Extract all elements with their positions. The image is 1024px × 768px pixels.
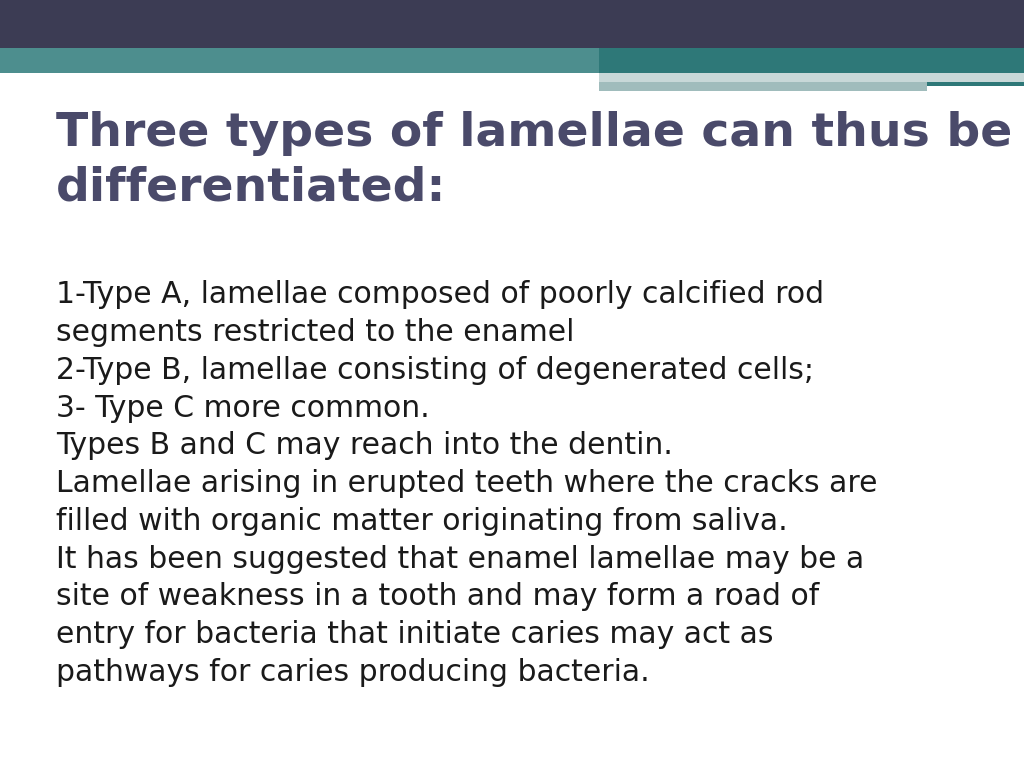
Bar [0, 48, 599, 73]
Bar [599, 82, 927, 91]
Text: Three types of lamellae can thus be
differentiated:: Three types of lamellae can thus be diff… [56, 111, 1013, 210]
Bar [0, 0, 1024, 48]
Text: 1-Type A, lamellae composed of poorly calcified rod
segments restricted to the e: 1-Type A, lamellae composed of poorly ca… [56, 280, 878, 687]
Bar [599, 48, 1024, 86]
Bar [599, 73, 1024, 82]
